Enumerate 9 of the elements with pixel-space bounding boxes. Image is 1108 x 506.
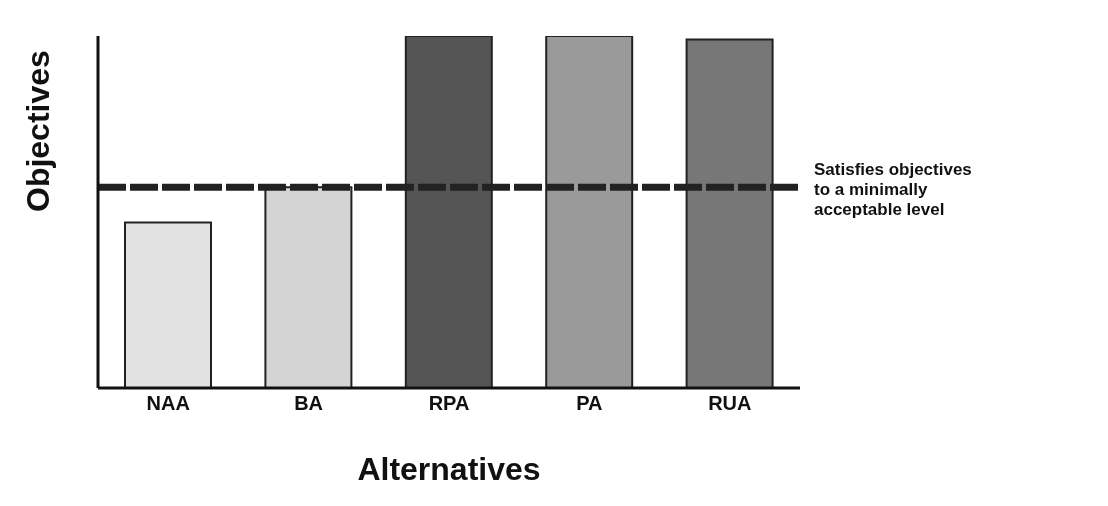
x-tick-label: PA xyxy=(576,392,603,415)
ref-line-label: Satisfies objectives to a minimally acceptable level xyxy=(814,160,972,220)
bar xyxy=(124,221,212,388)
x-tick-label: NAA xyxy=(146,392,190,415)
x-tick-label: RPA xyxy=(428,392,470,415)
x-axis-title: Alternatives xyxy=(357,451,541,487)
x-tick-label: RUA xyxy=(708,392,752,415)
x-tick-label: BA xyxy=(294,392,324,415)
y-axis-title: Objectives xyxy=(20,50,57,212)
